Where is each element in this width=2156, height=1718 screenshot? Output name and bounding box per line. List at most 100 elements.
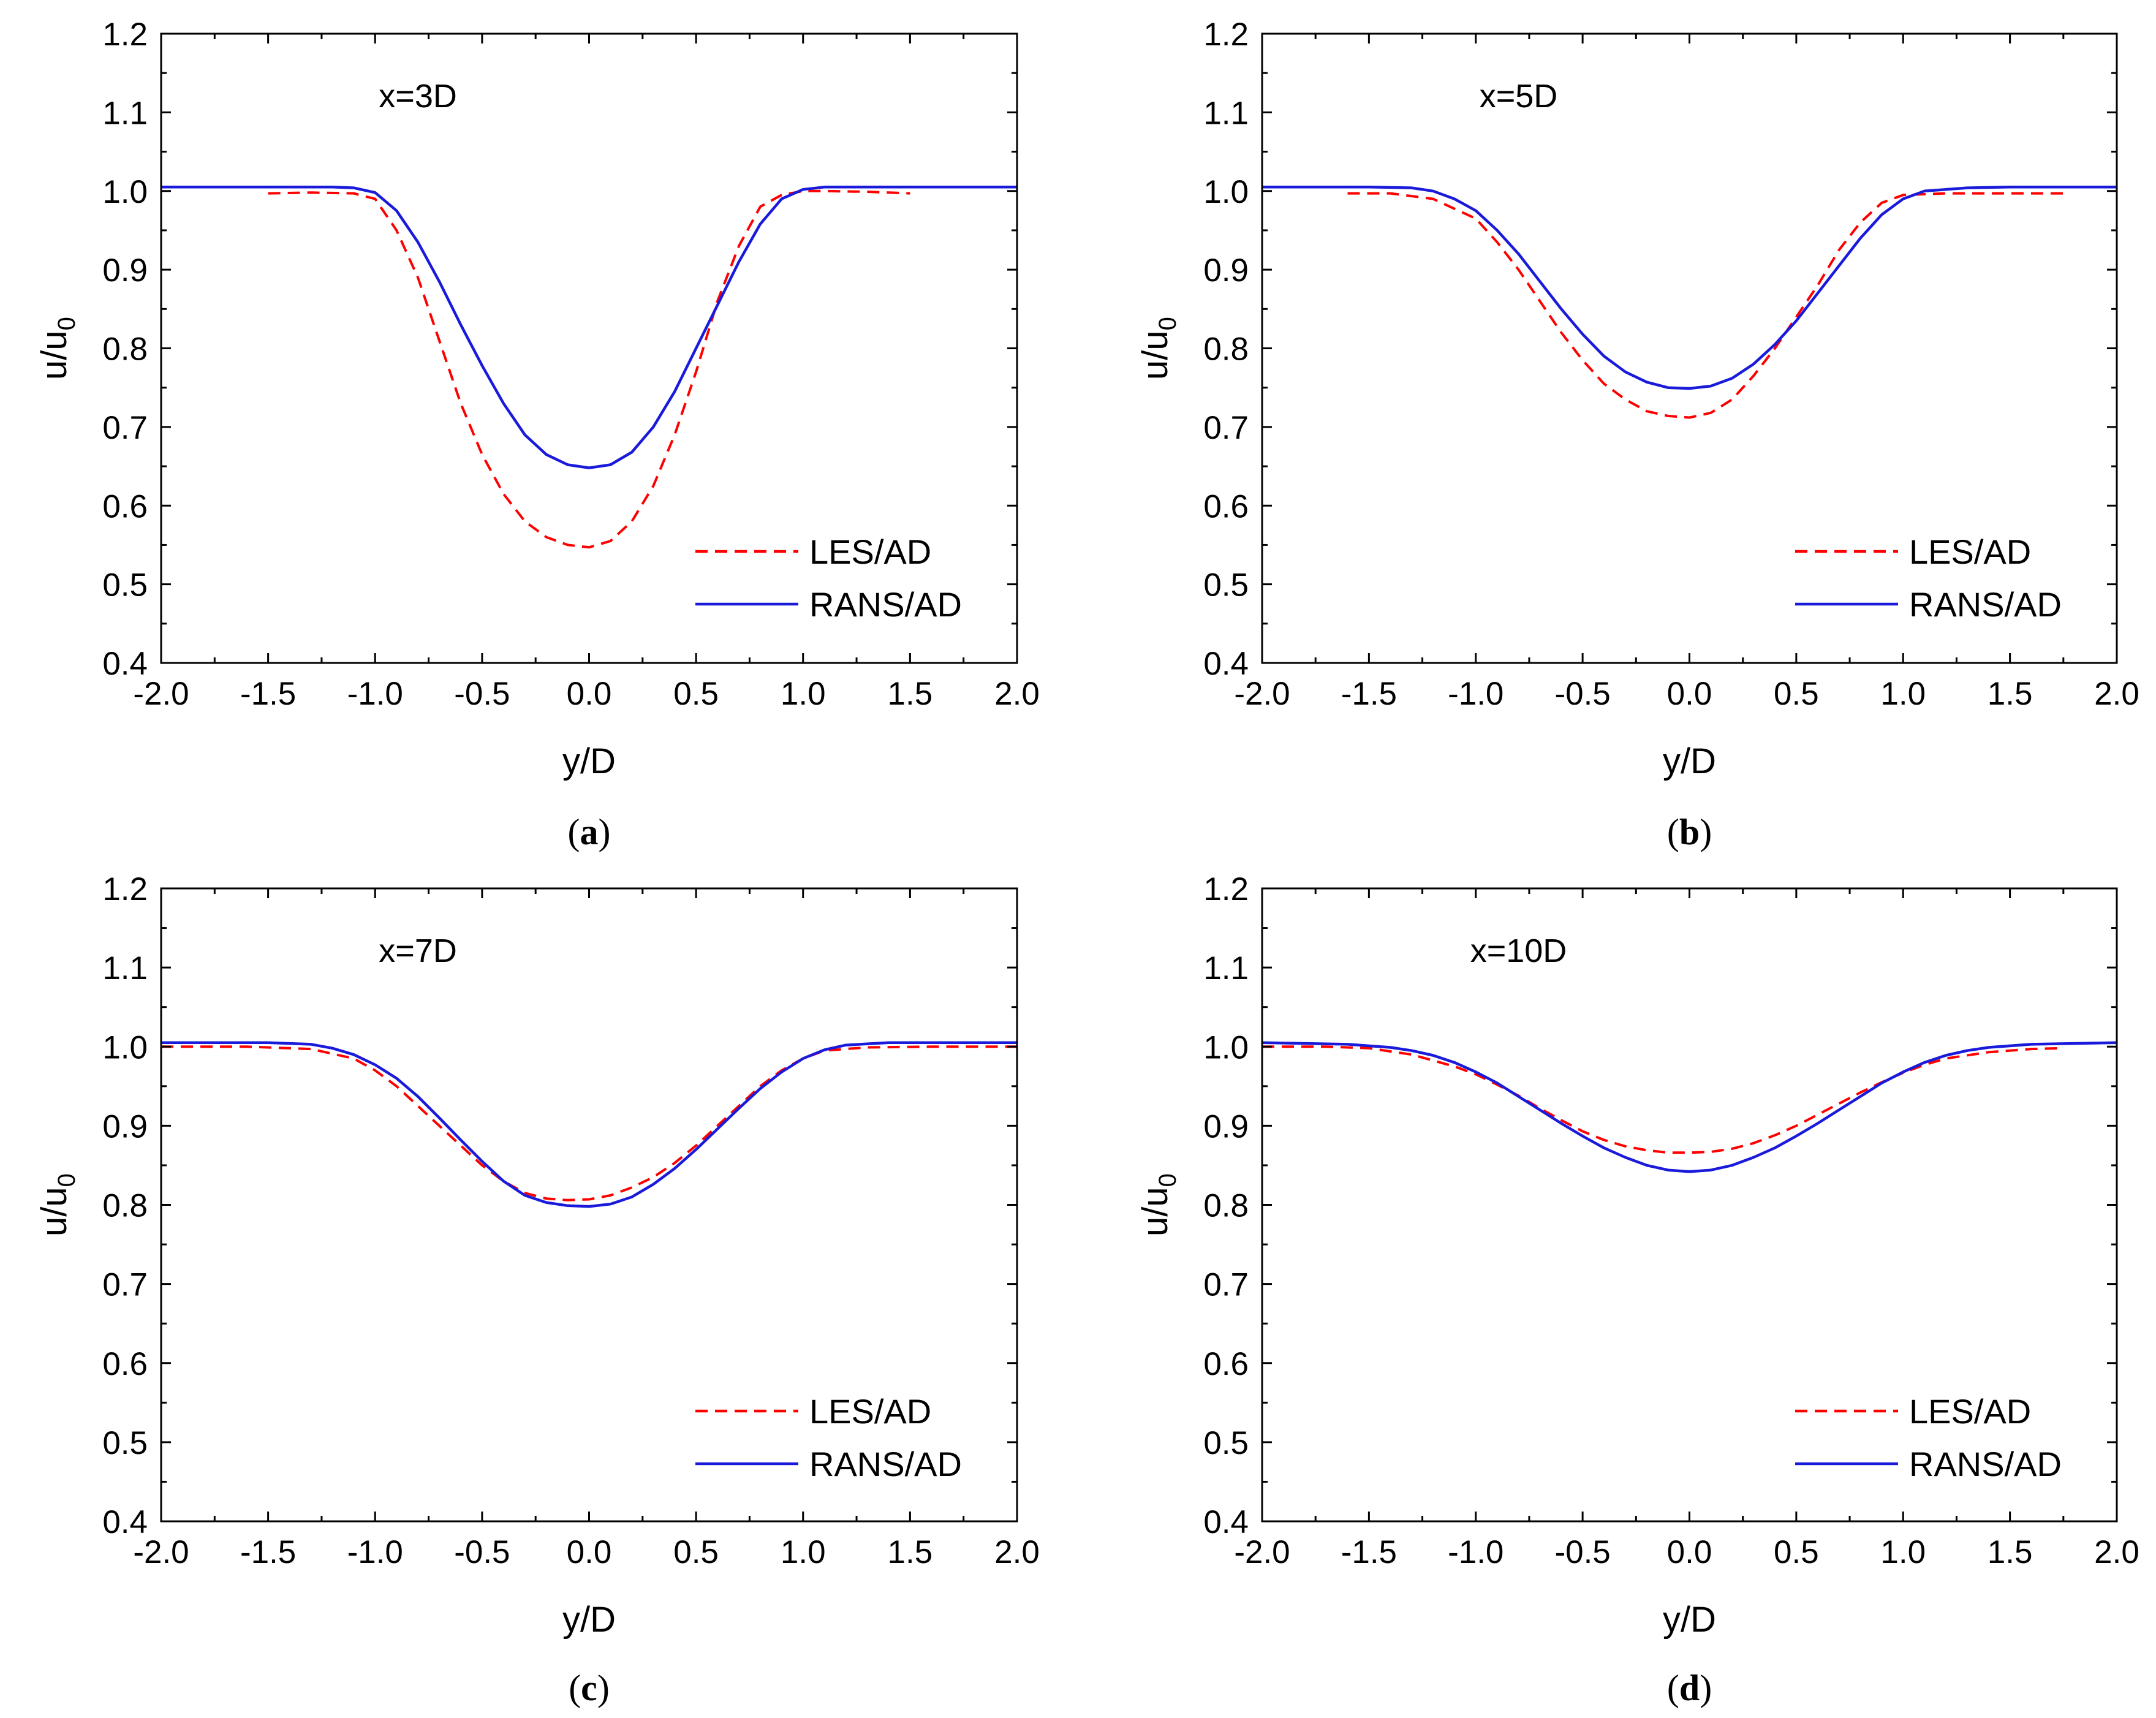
caption-open: ( [569,1668,581,1708]
y-tick-label: 1.1 [102,950,148,986]
y-tick-label: 0.7 [1203,410,1249,446]
panel-caption: (c) [569,1668,610,1708]
y-axis-title: u/u0 [34,317,80,380]
x-tick-label: 0.0 [1667,676,1712,712]
legend-label: RANS/AD [1909,1445,2062,1483]
y-tick-label: 0.6 [102,1346,148,1382]
x-tick-label: -2.0 [133,1534,189,1570]
y-tick-label: 0.9 [102,1108,148,1145]
x-tick-label: 1.5 [888,1534,933,1570]
series-line-rans-ad [1261,1041,2117,1173]
y-axis-title-main: u/u [34,330,74,380]
panel-caption: (a) [568,812,611,852]
x-axis-title: y/D [1663,1600,1716,1640]
x-axis-title: y/D [562,1600,616,1640]
y-axis-title-subscript: 0 [53,1173,80,1187]
y-tick-label: 0.6 [1203,1346,1249,1382]
y-tick-label: 1.2 [102,17,148,53]
x-tick-label: 2.0 [2094,1534,2139,1570]
caption-close: ) [1700,1668,1712,1708]
chart-panel-4: -2.0 -1.5 -1.0 -0.5 0.0 0.5 1.0 1.5 2.0 0.4 0.5 0.6… [1135,871,2139,1708]
y-axis-title-subscript: 0 [1154,1173,1181,1187]
x-tick-label: 1.5 [888,676,933,712]
x-tick-label: -1.0 [1448,676,1504,712]
x-tick-label: -0.5 [454,1534,510,1570]
legend-label: LES/AD [1909,1392,2031,1431]
y-axis-title-main: u/u [1135,1187,1175,1236]
x-tick-label: -0.5 [1554,1534,1610,1570]
x-tick-label: 1.0 [1880,676,1926,712]
y-tick-label: 0.5 [102,567,148,604]
panel-title: x=10D [1470,933,1567,969]
series-line-rans-ad [161,186,1017,469]
y-tick-label: 0.5 [1203,1425,1249,1461]
y-tick-label: 0.7 [102,410,148,446]
caption-close: ) [597,1668,610,1708]
x-tick-label: 1.5 [1988,1534,2033,1570]
y-tick-label: 0.9 [1203,1108,1249,1145]
caption-letter: c [581,1668,597,1708]
x-tick-label: 2.0 [994,1534,1040,1570]
y-tick-label: 0.6 [1203,488,1249,524]
x-tick-label: 0.5 [1774,676,1819,712]
x-tick-label: -1.5 [1341,676,1397,712]
y-tick-label: 0.8 [102,1188,148,1224]
x-tick-label: 0.0 [567,676,612,712]
x-tick-label: 0.0 [567,1534,612,1570]
y-tick-label: 0.9 [102,252,148,289]
x-tick-label: 1.5 [1988,676,2033,712]
y-tick-label: 0.4 [1203,1504,1249,1540]
legend-label: RANS/AD [809,1445,962,1483]
caption-letter: b [1679,812,1700,852]
y-tick-label: 0.7 [1203,1267,1249,1303]
y-tick-label: 1.1 [1203,950,1249,986]
series-line-rans-ad [161,1041,1017,1208]
series-line-les-ad [161,1045,1017,1201]
y-tick-label: 0.8 [1203,331,1249,368]
x-axis-title: y/D [562,741,616,781]
y-tick-label: 0.4 [1203,646,1249,682]
y-tick-label: 0.8 [102,331,148,368]
caption-open: ( [568,812,580,852]
x-axis-title: y/D [1663,741,1716,781]
panel-title: x=3D [379,78,457,115]
x-tick-label: 1.0 [781,676,826,712]
caption-letter: d [1679,1668,1700,1708]
x-tick-label: -0.5 [454,676,510,712]
x-tick-label: 2.0 [2094,676,2139,712]
x-tick-label: 0.5 [673,1534,719,1570]
x-tick-label: -1.0 [347,676,403,712]
y-tick-label: 1.2 [1203,17,1249,53]
y-tick-label: 0.9 [1203,252,1249,289]
y-axis-title: u/u0 [34,1173,80,1236]
x-tick-label: -1.5 [240,676,296,712]
series-line-les-ad [1262,1045,2063,1154]
chart-panel-1: -2.0 -1.5 -1.0 -0.5 0.0 0.5 1.0 1.5 2.0 0.4 0.5 0.6… [34,17,1040,852]
x-tick-label: -2.0 [133,676,189,712]
legend-label: RANS/AD [809,585,962,624]
x-tick-label: 1.0 [781,1534,826,1570]
panel-title: x=5D [1480,78,1558,115]
y-tick-label: 0.4 [102,646,148,682]
x-tick-label: -1.5 [1341,1534,1397,1570]
y-tick-label: 0.4 [102,1504,148,1540]
y-tick-label: 0.7 [102,1267,148,1303]
panel-title: x=7D [379,933,457,969]
series-line-les-ad [268,189,910,549]
x-tick-label: -0.5 [1554,676,1610,712]
legend-label: LES/AD [1909,532,2031,571]
y-tick-label: 0.5 [102,1425,148,1461]
caption-letter: a [580,812,599,852]
x-tick-label: -1.5 [240,1534,296,1570]
y-tick-label: 0.8 [1203,1188,1249,1224]
caption-open: ( [1667,812,1679,852]
x-tick-label: -2.0 [1234,1534,1290,1570]
y-axis-title-subscript: 0 [53,317,80,330]
x-tick-label: -2.0 [1234,676,1290,712]
panel-caption: (d) [1667,1668,1712,1708]
y-tick-label: 1.0 [102,1029,148,1065]
y-tick-label: 1.0 [102,174,148,210]
x-tick-label: 0.5 [673,676,719,712]
chart-panel-2: -2.0 -1.5 -1.0 -0.5 0.0 0.5 1.0 1.5 2.0 0.4 0.5 0.6… [1135,17,2139,852]
